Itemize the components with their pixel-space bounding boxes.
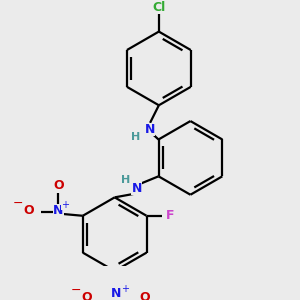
Text: O: O [23,204,34,217]
Text: Cl: Cl [152,1,166,13]
Text: N: N [131,182,142,195]
Text: O: O [81,291,92,300]
Text: −: − [71,284,81,297]
Text: N: N [53,204,63,217]
Text: +: + [121,284,129,294]
Text: H: H [131,132,141,142]
Text: −: − [13,197,23,210]
Text: N: N [111,287,122,300]
Text: F: F [166,209,175,222]
Text: H: H [121,175,130,185]
Text: N: N [145,123,155,136]
Text: O: O [53,179,64,193]
Text: +: + [61,200,69,210]
Text: O: O [139,291,150,300]
